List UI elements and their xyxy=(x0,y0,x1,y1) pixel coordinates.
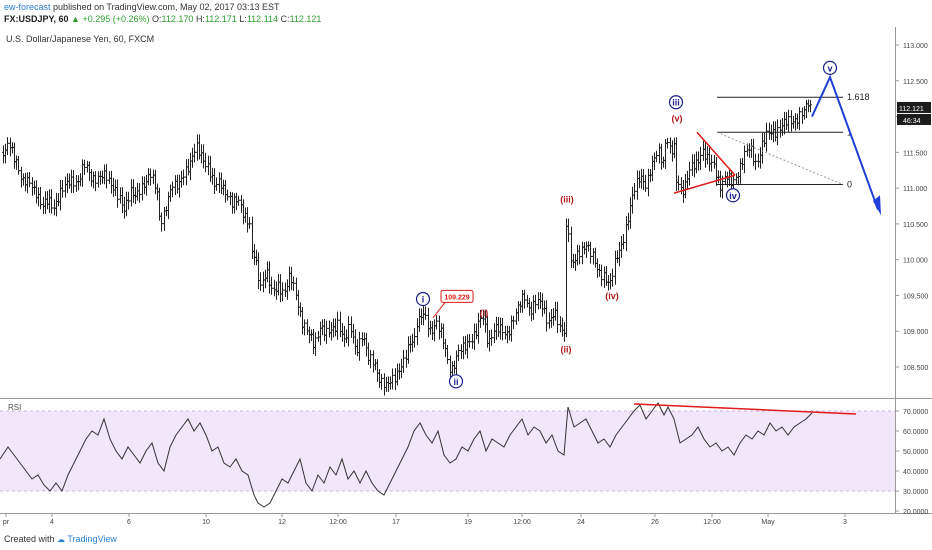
price-tick-label: 112.500 xyxy=(903,79,928,86)
fib-level-label: 1.618 xyxy=(847,92,870,102)
fib-trend-line xyxy=(716,131,844,185)
wave-label-circle xyxy=(415,291,431,307)
rsi-tick-label: 50.0000 xyxy=(903,449,928,456)
projection-path xyxy=(811,74,879,210)
wave-label-ii: (ii) xyxy=(561,345,572,355)
rsi-title: RSI xyxy=(8,403,21,412)
open-value: 112.170 xyxy=(161,14,194,24)
rsi-tick-label: 20.0000 xyxy=(903,509,928,516)
tradingview-logo-icon: ☁ xyxy=(57,535,66,544)
wave-label-circle xyxy=(725,188,741,203)
projection-arrowhead xyxy=(873,195,881,216)
callout-pointer xyxy=(432,300,447,319)
high-value: 112.171 xyxy=(204,14,237,24)
high-label: H: xyxy=(195,14,205,24)
wave-label-iii: iii xyxy=(672,98,680,108)
price-label-box xyxy=(897,101,931,113)
time-tick-label: 17 xyxy=(392,519,400,526)
price-tick-label: 108.500 xyxy=(903,365,928,372)
rsi-divergence-line xyxy=(633,403,857,415)
time-tick-label: 10 xyxy=(202,519,210,526)
time-tick-label: 12:00 xyxy=(329,519,347,526)
time-tick-label: May xyxy=(761,519,775,526)
time-tick-label: 26 xyxy=(651,519,659,526)
time-tick-label: 3 xyxy=(843,519,847,526)
price-tick-label: 109.000 xyxy=(903,329,928,336)
wave-label-circle xyxy=(668,95,684,110)
wave-label-circle xyxy=(822,60,838,75)
rsi-band xyxy=(0,411,895,491)
symbol-label: FX:USDJPY, 60 xyxy=(4,14,69,24)
rsi-tick-label: 60.0000 xyxy=(903,429,928,436)
price-pane[interactable] xyxy=(0,27,895,399)
change-value: ▲ +0.295 (+0.26%) xyxy=(71,14,150,24)
price-tick-label: 111.500 xyxy=(903,150,927,157)
close-value: 112.121 xyxy=(289,14,322,24)
price-tick-label: 113.000 xyxy=(903,43,928,50)
time-tick-label: 4 xyxy=(50,519,54,526)
countdown-label-box xyxy=(897,113,931,125)
time-tick-label: pr xyxy=(3,519,10,526)
footer: Created with ☁ TradingView xyxy=(4,534,117,544)
time-tick-label: 24 xyxy=(577,519,585,526)
low-label: L: xyxy=(239,14,247,24)
wave-label-i: (i) xyxy=(480,308,489,318)
triangle-upper-line xyxy=(696,131,736,176)
published-text: published on TradingView.com, May 02, 20… xyxy=(53,2,280,12)
tradingview-brand[interactable]: TradingView xyxy=(67,534,117,544)
time-tick-label: 12 xyxy=(278,519,286,526)
wave-label-v: v xyxy=(827,63,832,73)
wave-label-circle xyxy=(448,374,464,389)
fib-level-label: 0 xyxy=(847,180,852,190)
wave-label-i: i xyxy=(422,295,425,305)
price-tick-label: 111.000 xyxy=(903,186,927,193)
price-tick-label: 110.500 xyxy=(903,222,928,229)
price-tick-label: 110.000 xyxy=(903,258,928,265)
price-tick-label: 109.500 xyxy=(903,293,928,300)
ohlc-bar: FX:USDJPY, 60 ▲ +0.295 (+0.26%) O:112.17… xyxy=(4,14,321,24)
open-label: O: xyxy=(152,14,162,24)
rsi-tick-label: 70.0000 xyxy=(903,409,928,416)
wave-label-v: (v) xyxy=(672,113,683,123)
price-label-text: 112.121 xyxy=(899,106,924,113)
time-tick-label: 12:00 xyxy=(513,519,531,526)
countdown-label-text: 46:34 xyxy=(903,118,921,125)
rsi-tick-label: 30.0000 xyxy=(903,489,928,496)
close-label: C: xyxy=(280,14,290,24)
triangle-lower-line xyxy=(673,174,736,194)
chart-title: U.S. Dollar/Japanese Yen, 60, FXCM xyxy=(6,34,154,44)
wave-label-ii: ii xyxy=(453,377,458,387)
rsi-line xyxy=(0,402,813,508)
low-value: 112.114 xyxy=(246,14,279,24)
rsi-tick-label: 40.0000 xyxy=(903,469,928,476)
time-tick-label: 19 xyxy=(464,519,472,526)
author-link[interactable]: ew-forecast xyxy=(4,2,51,12)
time-tick-label: 6 xyxy=(127,519,131,526)
callout-box xyxy=(440,289,474,303)
publish-info: ew-forecast published on TradingView.com… xyxy=(4,2,280,12)
wave-label-iv: iv xyxy=(729,191,737,201)
wave-label-iv: (iv) xyxy=(605,291,619,301)
wave-label-iii: (iii) xyxy=(560,194,574,204)
time-tick-label: 12:00 xyxy=(703,519,721,526)
created-with-text: Created with xyxy=(4,534,55,544)
callout-text: 109.229 xyxy=(444,294,469,301)
